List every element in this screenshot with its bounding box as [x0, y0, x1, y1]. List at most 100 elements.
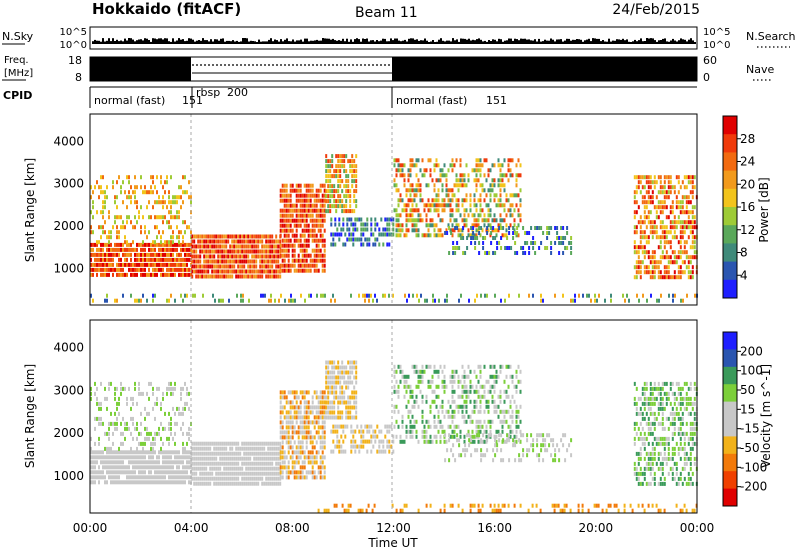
power-echo-cell-1588 — [403, 233, 406, 238]
power-echo-cell-1355 — [339, 174, 342, 179]
velocity-echo-cell-1562 — [409, 419, 412, 424]
power-echo-cell-2158 — [556, 236, 559, 240]
power-echo-cell-1018 — [287, 258, 290, 263]
power-echo-cell-1862 — [473, 233, 476, 238]
power-colorbar-swatch-2 — [723, 152, 737, 172]
velocity-echo-cell-582 — [199, 451, 202, 456]
power-echo-cell-2085 — [490, 226, 493, 230]
power-echo-cell-502 — [168, 240, 170, 245]
power-echo-cell-1260 — [321, 218, 324, 223]
velocity-echo-cell-328 — [90, 436, 92, 441]
velocity-echo-cell-1530 — [399, 379, 402, 384]
power-echo-cell-1464 — [350, 237, 353, 242]
power-echo-cell-5 — [90, 267, 92, 272]
nsky-bar-500 — [500, 39, 502, 44]
velocity-echo-cell-1856 — [491, 364, 494, 369]
velocity-echo-cell-1140 — [309, 410, 312, 415]
power-echo-cell-633 — [209, 234, 212, 239]
power-echo-cell-263 — [174, 242, 176, 247]
velocity-echo-cell-650 — [215, 451, 218, 456]
power-echo-cell-2556 — [691, 205, 694, 210]
velocity-echo-cell-724 — [231, 476, 234, 481]
power-echo-cell-999 — [285, 238, 288, 243]
power-echo-cell-1915 — [487, 168, 490, 173]
velocity-echo-cell-1342 — [343, 380, 346, 385]
power-colorbar-ticklabel-0: 28 — [740, 132, 755, 146]
power-echo-cell-803 — [247, 264, 250, 269]
velocity-echo-cell-287 — [178, 480, 180, 485]
power-echo-cell-49 — [104, 272, 106, 277]
power-echo-cell-22 — [96, 262, 98, 267]
velocity-echo-cell-501 — [170, 416, 172, 421]
power-echo-cell-1239 — [317, 268, 320, 273]
velocity-echo-cell-1491 — [384, 424, 387, 429]
power-echo-cell-2232 — [641, 195, 644, 200]
velocity-echo-cell-233 — [162, 475, 164, 480]
nsky-bar-150 — [150, 41, 152, 44]
power-echo-cell-2068 — [474, 241, 477, 245]
power-echo-cell-1683 — [427, 183, 430, 188]
velocity-echo-cell-694 — [225, 456, 228, 461]
power-echo-cell-351 — [102, 225, 104, 230]
power-echo-cell-388 — [120, 190, 122, 195]
velocity-echo-cell-1814 — [479, 394, 482, 399]
velocity-echo-cell-861 — [265, 441, 268, 446]
velocity-echo-cell-531 — [184, 381, 186, 386]
power-echo-cell-1259 — [321, 213, 324, 218]
power-echo-cell-350 — [102, 215, 104, 220]
velocity-echo-cell-1667 — [439, 434, 442, 439]
power-echo-cell-853 — [259, 264, 262, 269]
power-echo-cell-794 — [245, 259, 248, 264]
velocity-echo-cell-1404 — [332, 424, 335, 429]
nsky-bar-450 — [450, 41, 452, 44]
power-echo-cell-912 — [273, 259, 276, 264]
velocity-echo-cell-1332 — [341, 375, 344, 380]
power-echo-cell-950 — [279, 248, 282, 253]
power-echo-cell-513 — [172, 215, 174, 220]
power-echo-cell-501 — [168, 225, 170, 230]
velocity-echo-cell-620 — [207, 461, 210, 466]
power-echo-cell-1483 — [360, 237, 363, 242]
velocity-echo-cell-1529 — [399, 369, 402, 374]
nsky-bar-484 — [484, 40, 486, 44]
power-echo-cell-2106 — [508, 246, 511, 250]
power-echo-cell-679 — [219, 249, 222, 254]
velocity-echo-cell-1839 — [485, 434, 488, 439]
velocity-echo-cell-1286 — [331, 400, 334, 405]
power-echo-cell-33 — [100, 257, 102, 262]
power-echo-cell-183 — [150, 242, 152, 247]
power-echo-cell-306 — [186, 267, 188, 272]
beam-title: Beam 11 — [355, 5, 418, 21]
power-echo-cell-1752 — [443, 208, 446, 213]
velocity-echo-cell-289 — [180, 460, 182, 465]
power-echo-cell-2539 — [689, 180, 692, 185]
power-echo-cell-509 — [170, 235, 172, 240]
velocity-echo-cell-1611 — [423, 429, 426, 434]
velocity-echo-cell-1333 — [341, 385, 344, 390]
power-echo-cell-1332 — [335, 154, 338, 159]
velocity-echo-cell-1487 — [380, 449, 383, 454]
velocity-echo-cell-588 — [199, 481, 202, 486]
velocity-echo-cell-1790 — [473, 439, 476, 444]
power-echo-cell-223 — [162, 247, 164, 252]
power-echo-cell-1196 — [313, 193, 316, 198]
power-echo-cell-686 — [221, 239, 224, 244]
power-echo-cell-2156 — [556, 226, 559, 230]
power-echo-cell-2151 — [550, 241, 553, 245]
power-echo-cell-2126 — [528, 231, 531, 235]
power-echo-cell-1059 — [293, 263, 296, 268]
velocity-echo-cell-533 — [184, 406, 186, 411]
power-echo-cell-1409 — [351, 209, 354, 214]
power-echo-cell-1127 — [303, 228, 306, 233]
power-echo-cell-1297 — [327, 169, 330, 174]
velocity-echo-cell-1708 — [451, 419, 454, 424]
power-echo-cell-1321 — [331, 184, 334, 189]
power-echo-cell-568 — [193, 244, 196, 249]
power-echo-cell-530 — [178, 230, 180, 235]
power-echo-cell-427 — [136, 220, 138, 225]
velocity-echo-cell-1579 — [413, 424, 416, 429]
power-colorbar-ticklabel-3: 16 — [740, 200, 755, 214]
freq-ytick-bottom: 8 — [75, 71, 82, 84]
velocity-echo-cell-1128 — [307, 405, 310, 410]
velocity-echo-cell-250 — [168, 460, 170, 465]
